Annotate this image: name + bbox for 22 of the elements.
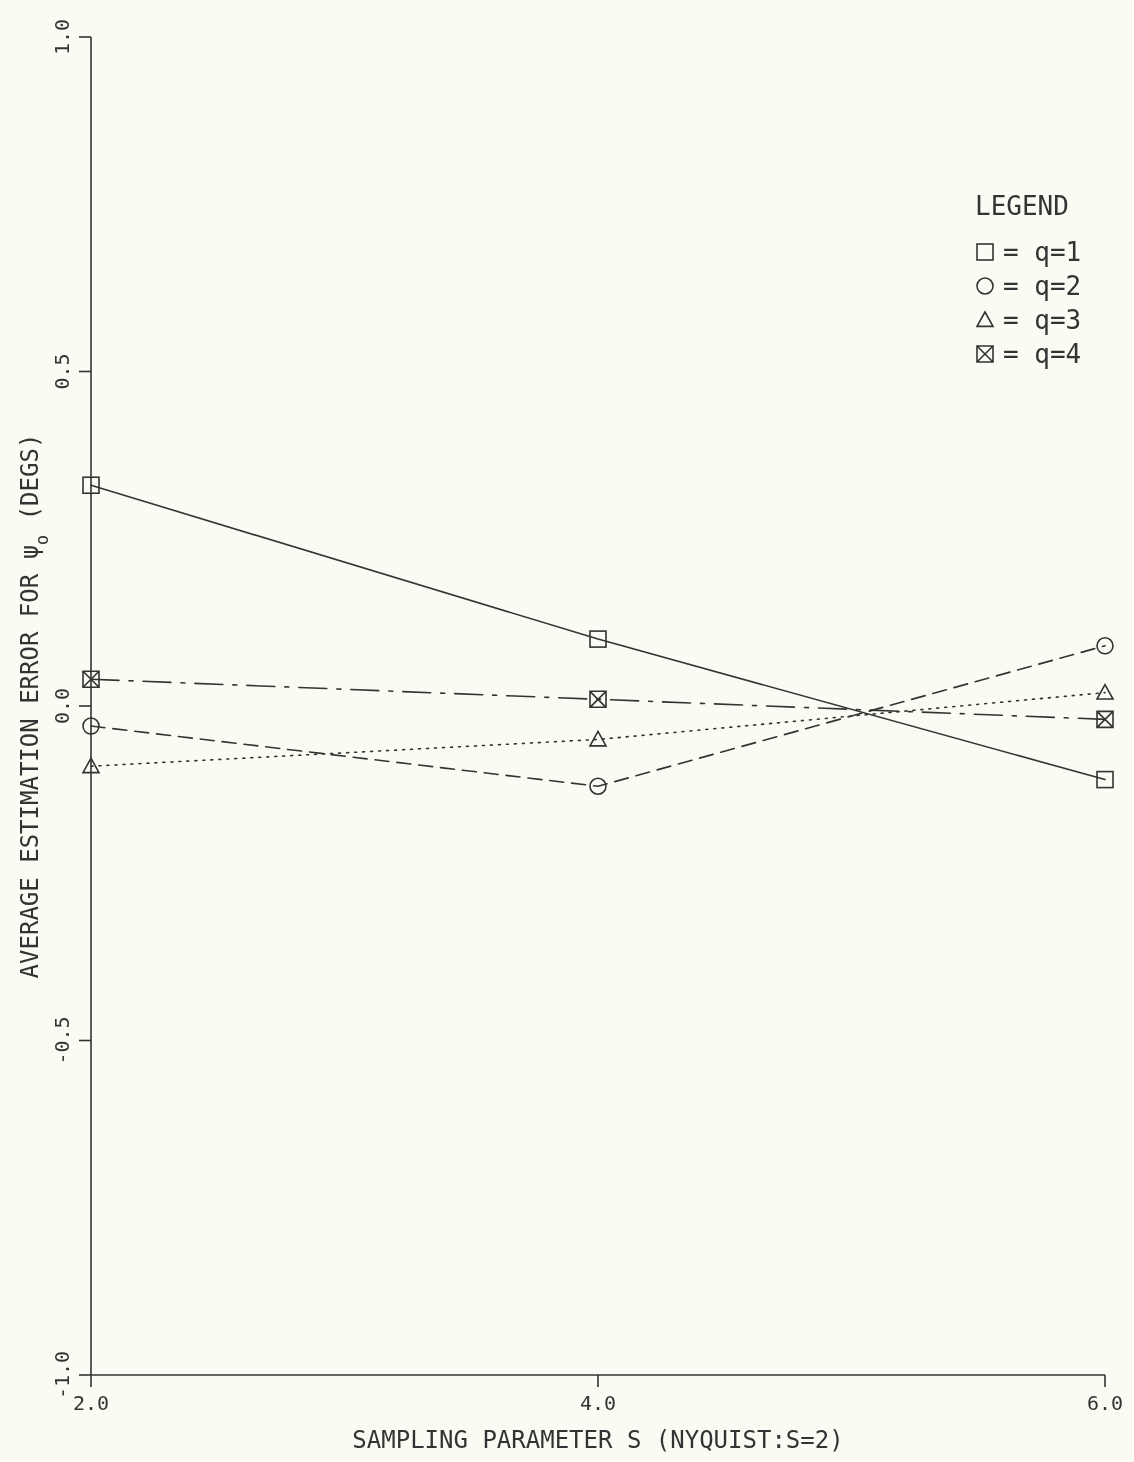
legend-label: = q=2	[1003, 271, 1082, 301]
point	[82, 757, 100, 774]
legend-label: = q=1	[1003, 237, 1082, 267]
y-tick-label: -0.5	[50, 1016, 74, 1065]
point	[1096, 683, 1114, 700]
y-tick-label: 1.0	[50, 18, 74, 56]
x-tick-label: 4.0	[579, 1391, 617, 1415]
point	[1096, 770, 1114, 789]
legend-label: = q=4	[1003, 339, 1082, 369]
x-axis-title: SAMPLING PARAMETER S (NYQUIST:S=2)	[352, 1426, 844, 1454]
point	[589, 730, 607, 747]
x-tick-label: 6.0	[1086, 1391, 1124, 1415]
y-tick-label: -1.0	[50, 1350, 74, 1400]
y-tick-label: 0.0	[50, 687, 74, 725]
point	[589, 690, 607, 709]
point	[82, 476, 100, 495]
legend-label: = q=3	[1003, 305, 1082, 335]
legend-title: LEGEND	[975, 191, 1069, 221]
point	[82, 670, 100, 689]
point	[1096, 710, 1114, 729]
x-tick-label: 2.0	[72, 1391, 110, 1415]
y-tick-label: 0.5	[50, 353, 74, 390]
